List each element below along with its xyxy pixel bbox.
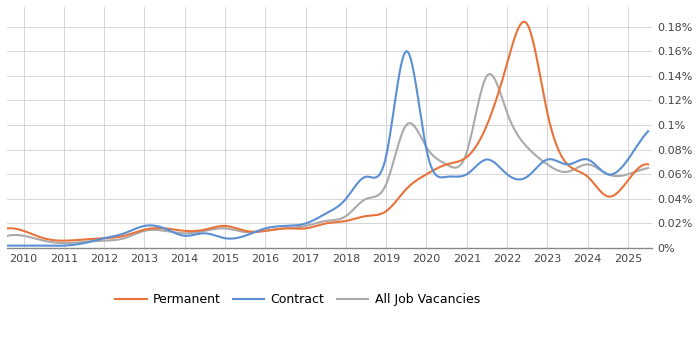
- Contract: [382, 154, 391, 159]
- Line: All Job Vacancies: All Job Vacancies: [8, 74, 648, 243]
- All Job Vacancies: [169, 230, 177, 234]
- Contract: [644, 129, 652, 133]
- Permanent: [486, 113, 495, 117]
- Permanent: [432, 167, 440, 171]
- All Job Vacancies: [294, 225, 302, 229]
- Contract: [294, 223, 302, 227]
- Permanent: [520, 20, 528, 24]
- All Job Vacancies: [488, 73, 496, 77]
- Contract: [118, 232, 126, 236]
- All Job Vacancies: [432, 156, 440, 160]
- Contract: [52, 244, 61, 248]
- All Job Vacancies: [644, 166, 652, 170]
- Contract: [433, 174, 442, 178]
- Contract: [169, 230, 177, 235]
- Legend: Permanent, Contract, All Job Vacancies: Permanent, Contract, All Job Vacancies: [111, 288, 485, 311]
- Contract: [488, 159, 496, 163]
- Permanent: [118, 234, 126, 238]
- All Job Vacancies: [486, 72, 494, 76]
- Permanent: [4, 226, 12, 231]
- Contract: [402, 49, 411, 53]
- All Job Vacancies: [118, 237, 126, 241]
- Permanent: [382, 209, 391, 214]
- Permanent: [294, 227, 302, 231]
- Permanent: [169, 228, 177, 232]
- Permanent: [644, 162, 652, 167]
- All Job Vacancies: [4, 234, 12, 238]
- Line: Permanent: Permanent: [8, 22, 648, 241]
- Line: Contract: Contract: [8, 51, 648, 246]
- Permanent: [59, 239, 67, 243]
- All Job Vacancies: [382, 182, 391, 187]
- Contract: [4, 244, 12, 248]
- All Job Vacancies: [61, 241, 69, 245]
